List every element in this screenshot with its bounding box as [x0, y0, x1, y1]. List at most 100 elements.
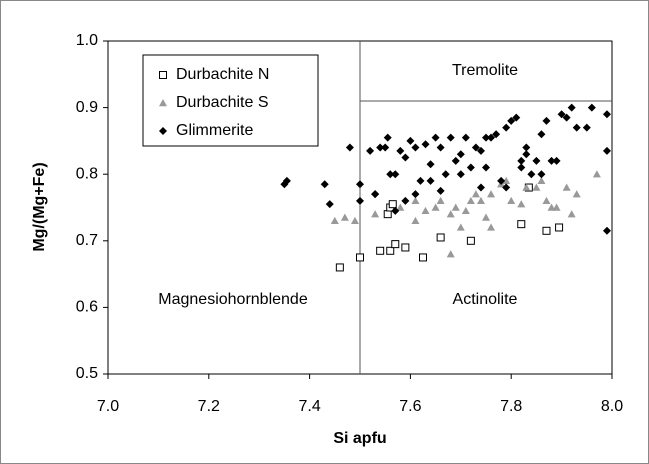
point — [527, 170, 536, 179]
point — [356, 253, 364, 262]
point — [482, 133, 490, 142]
point — [451, 203, 460, 211]
point — [487, 190, 496, 198]
point — [582, 123, 591, 132]
point — [426, 160, 435, 169]
point — [532, 156, 541, 165]
point — [456, 170, 465, 179]
point — [436, 186, 445, 195]
x-tick-label: 7.2 — [198, 398, 220, 415]
point — [507, 116, 516, 125]
point — [320, 180, 329, 189]
point — [426, 176, 435, 185]
point — [562, 113, 571, 122]
point — [471, 143, 480, 152]
point — [502, 183, 511, 192]
point — [567, 103, 576, 112]
point — [431, 133, 440, 142]
point — [587, 103, 596, 112]
point — [572, 123, 581, 132]
point — [522, 183, 531, 191]
point — [371, 190, 380, 199]
y-tick-label: 0.8 — [76, 165, 98, 182]
point — [381, 143, 390, 152]
point — [466, 236, 475, 245]
point — [482, 213, 490, 221]
point — [446, 250, 455, 258]
point — [356, 180, 364, 189]
point — [416, 176, 425, 185]
x-tick-label: 8.0 — [601, 398, 623, 415]
point — [436, 233, 445, 242]
y-tick-label: 0.6 — [76, 299, 98, 316]
point — [482, 163, 490, 172]
point — [419, 253, 427, 262]
field-label: Actinolite — [453, 291, 518, 308]
field-label: Magnesiohornblende — [158, 291, 308, 308]
legend-marker — [159, 99, 167, 107]
point — [552, 203, 561, 211]
point — [391, 170, 400, 179]
point — [356, 196, 364, 205]
point — [406, 136, 415, 145]
point — [350, 216, 359, 225]
point — [441, 170, 450, 179]
point — [592, 170, 601, 178]
x-tick-label: 7.0 — [97, 398, 119, 415]
point — [476, 196, 485, 205]
point — [376, 143, 385, 152]
point — [487, 133, 496, 142]
point — [552, 156, 561, 165]
point — [421, 206, 430, 215]
legend-label: Durbachite N — [176, 66, 269, 83]
legend-label: Glimmerite — [176, 122, 253, 139]
y-axis-title: Mg/(Mg+Fe) — [31, 162, 48, 251]
point — [517, 200, 526, 208]
point — [383, 133, 392, 142]
point — [325, 200, 334, 209]
point — [532, 183, 541, 191]
point — [542, 196, 551, 205]
point — [562, 183, 571, 191]
point — [492, 130, 501, 139]
point — [537, 176, 546, 185]
point — [345, 143, 354, 152]
point — [366, 146, 375, 155]
point — [461, 133, 470, 142]
point — [340, 213, 349, 221]
y-tick-label: 0.5 — [76, 365, 98, 382]
legend-box — [142, 54, 319, 147]
y-tick-label: 1.0 — [76, 32, 98, 49]
point — [401, 243, 410, 252]
point — [391, 240, 400, 249]
point — [411, 216, 420, 225]
point — [330, 216, 339, 225]
point — [547, 156, 556, 165]
y-tick-label: 0.9 — [76, 99, 98, 116]
point — [502, 123, 511, 132]
point — [517, 156, 526, 165]
point — [487, 223, 496, 231]
point — [386, 170, 395, 179]
point — [401, 196, 410, 205]
point — [522, 150, 531, 159]
point — [476, 146, 485, 155]
point — [371, 210, 380, 218]
point — [602, 226, 611, 235]
x-tick-label: 7.4 — [298, 398, 320, 415]
point — [282, 176, 291, 185]
point — [512, 113, 521, 122]
point — [522, 143, 531, 152]
point — [542, 116, 551, 125]
point — [602, 146, 611, 155]
point — [446, 133, 455, 142]
point — [547, 203, 556, 211]
point — [502, 176, 511, 185]
point — [391, 206, 400, 215]
point — [471, 190, 480, 198]
field-label: Tremolite — [452, 62, 518, 79]
point — [466, 163, 475, 172]
point — [383, 210, 392, 219]
legend-marker — [159, 127, 167, 135]
point — [335, 263, 344, 272]
